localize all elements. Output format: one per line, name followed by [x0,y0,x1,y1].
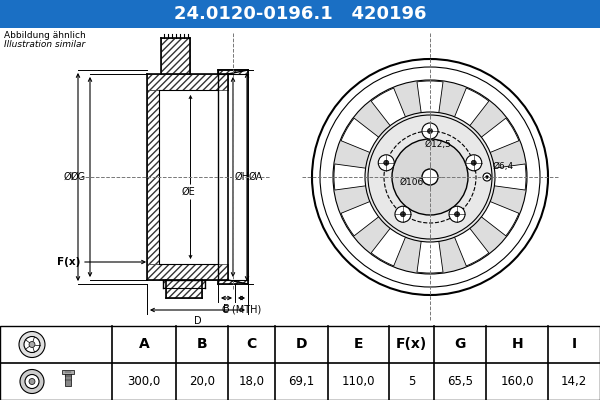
Text: 160,0: 160,0 [500,375,534,388]
Bar [218,70,248,74]
Text: ØI: ØI [64,172,74,182]
Text: F(x): F(x) [396,338,427,352]
Wedge shape [417,81,443,114]
Circle shape [483,173,491,181]
Text: G: G [455,338,466,352]
Text: B: B [223,304,230,314]
Wedge shape [481,118,519,153]
Text: 110,0: 110,0 [341,375,375,388]
Bar [0,0,600,28]
Circle shape [365,112,495,242]
Text: 5: 5 [408,375,415,388]
Bar [147,74,228,90]
Wedge shape [334,164,367,190]
Circle shape [422,123,438,139]
Wedge shape [454,228,489,266]
Circle shape [485,176,488,178]
Text: Ø106: Ø106 [400,178,424,186]
Text: C (MTH): C (MTH) [222,304,261,314]
Text: Ø6,4: Ø6,4 [493,162,514,171]
Text: 14,2: 14,2 [561,375,587,388]
Text: F(x): F(x) [56,257,80,267]
Text: A: A [139,338,149,352]
Circle shape [466,155,482,171]
Circle shape [19,332,45,358]
Circle shape [333,80,527,274]
Circle shape [384,160,389,165]
Wedge shape [481,201,519,236]
Text: 65,5: 65,5 [447,375,473,388]
Text: 24.0120-0196.1   420196: 24.0120-0196.1 420196 [174,5,426,23]
Bar [218,70,248,284]
Circle shape [20,370,44,394]
Bar [0,28,600,326]
Text: H: H [511,338,523,352]
Circle shape [422,169,438,185]
Wedge shape [417,240,443,273]
Bar [65,372,71,386]
Text: Illustration similar: Illustration similar [4,40,85,49]
Wedge shape [341,118,379,153]
Bar [0,326,600,400]
Circle shape [427,128,433,134]
Circle shape [455,212,460,217]
Wedge shape [454,88,489,126]
Circle shape [395,206,411,222]
Circle shape [312,59,548,295]
Circle shape [29,378,35,384]
Text: E: E [353,338,363,352]
Text: 300,0: 300,0 [127,375,161,388]
Text: ØG: ØG [71,172,86,182]
Text: ØA: ØA [249,172,263,182]
Wedge shape [371,228,406,266]
Wedge shape [371,88,406,126]
Wedge shape [341,201,379,236]
Circle shape [392,139,468,215]
Text: D: D [194,316,202,326]
Bar [161,38,190,74]
Text: B: B [197,338,208,352]
Text: ØH: ØH [235,172,250,182]
Wedge shape [493,164,526,190]
Text: 18,0: 18,0 [239,375,265,388]
Circle shape [368,115,492,239]
Bar [147,264,228,280]
Bar [166,280,202,298]
Circle shape [320,67,540,287]
Text: 20,0: 20,0 [189,375,215,388]
Bar [163,280,205,288]
Circle shape [24,336,40,352]
Circle shape [400,212,406,217]
Bar [218,280,248,284]
Circle shape [449,206,465,222]
Circle shape [25,374,39,388]
Bar [62,370,74,374]
Text: ØE: ØE [182,187,196,197]
Text: D: D [296,338,307,352]
Bar [159,90,218,264]
Circle shape [378,155,394,171]
Bar [218,74,248,280]
Text: 69,1: 69,1 [289,375,314,388]
Text: I: I [571,338,577,352]
Bar [147,90,159,264]
Text: Ø12,5: Ø12,5 [425,140,452,150]
Text: Abbildung ähnlich: Abbildung ähnlich [4,31,86,40]
Circle shape [29,342,35,348]
Text: C: C [247,338,257,352]
Circle shape [471,160,476,165]
